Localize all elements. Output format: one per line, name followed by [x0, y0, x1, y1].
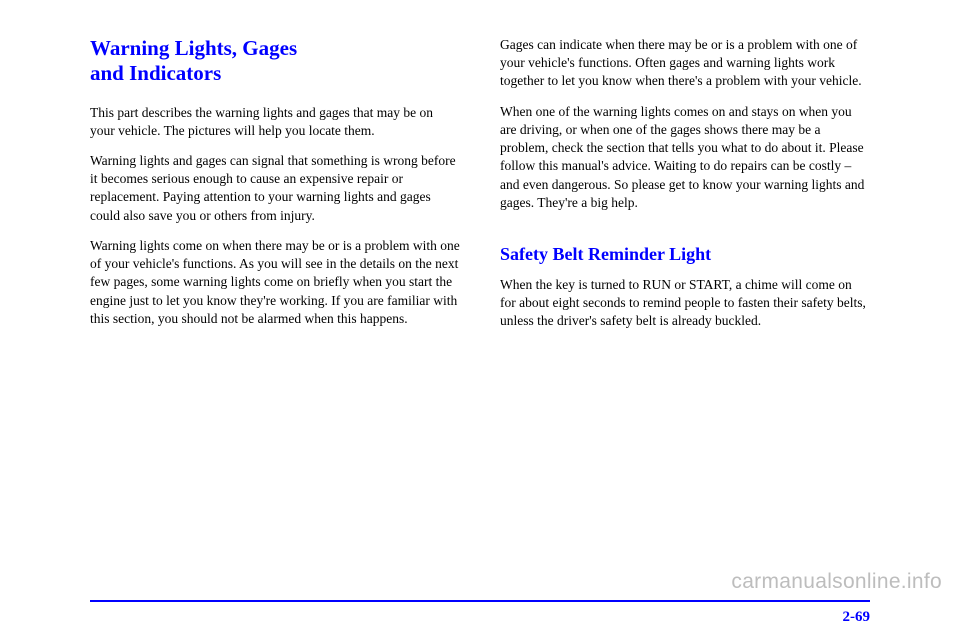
left-paragraph-3: Warning lights come on when there may be…: [90, 237, 460, 328]
left-column: Warning Lights, Gagesand Indicators This…: [90, 36, 460, 570]
left-paragraph-1: This part describes the warning lights a…: [90, 104, 460, 140]
right-paragraph-3: When the key is turned to RUN or START, …: [500, 276, 870, 331]
manual-page: Warning Lights, Gagesand Indicators This…: [0, 0, 960, 640]
right-column: Gages can indicate when there may be or …: [500, 36, 870, 570]
right-paragraph-2: When one of the warning lights comes on …: [500, 103, 870, 212]
watermark-text: carmanualsonline.info: [731, 570, 942, 594]
footer-rule: [90, 600, 870, 602]
left-paragraph-2: Warning lights and gages can signal that…: [90, 152, 460, 225]
content-area: Warning Lights, Gagesand Indicators This…: [90, 36, 870, 570]
right-paragraph-1: Gages can indicate when there may be or …: [500, 36, 870, 91]
page-number: 2-69: [843, 609, 871, 626]
subsection-heading: Safety Belt Reminder Light: [500, 244, 870, 266]
section-heading: Warning Lights, Gagesand Indicators: [90, 36, 460, 86]
